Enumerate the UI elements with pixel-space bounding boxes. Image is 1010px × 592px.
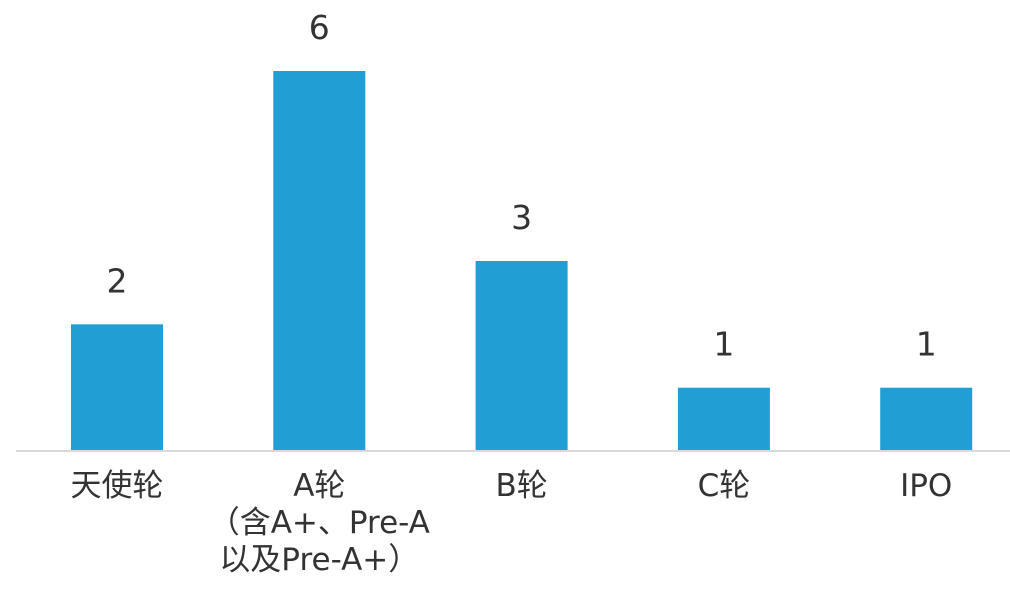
- data-label-4: 1: [916, 325, 937, 364]
- x-tick-label-3: C轮: [698, 468, 751, 504]
- bar-0: [71, 324, 163, 451]
- data-label-0: 2: [107, 261, 128, 300]
- data-label-2: 3: [511, 198, 532, 237]
- bars-layer: [71, 71, 973, 451]
- bar-1: [273, 71, 366, 451]
- x-tick-label-1-line-2: 以及Pre-A+）: [219, 542, 419, 578]
- x-tick-label-1-line-1: （含A+、Pre-A: [209, 505, 430, 541]
- data-label-3: 1: [713, 325, 734, 364]
- bar-3: [677, 387, 770, 451]
- x-tick-label-0: 天使轮: [71, 468, 164, 504]
- data-label-1: 6: [309, 8, 330, 47]
- x-tick-label-4: IPO: [900, 468, 952, 504]
- x-tick-label-2: B轮: [495, 468, 547, 504]
- labels-layer: 2 6 3 1 1: [107, 8, 937, 364]
- bar-4: [880, 387, 973, 451]
- x-tick-label-1-line-0: A轮: [293, 468, 345, 504]
- bar-2: [475, 261, 568, 451]
